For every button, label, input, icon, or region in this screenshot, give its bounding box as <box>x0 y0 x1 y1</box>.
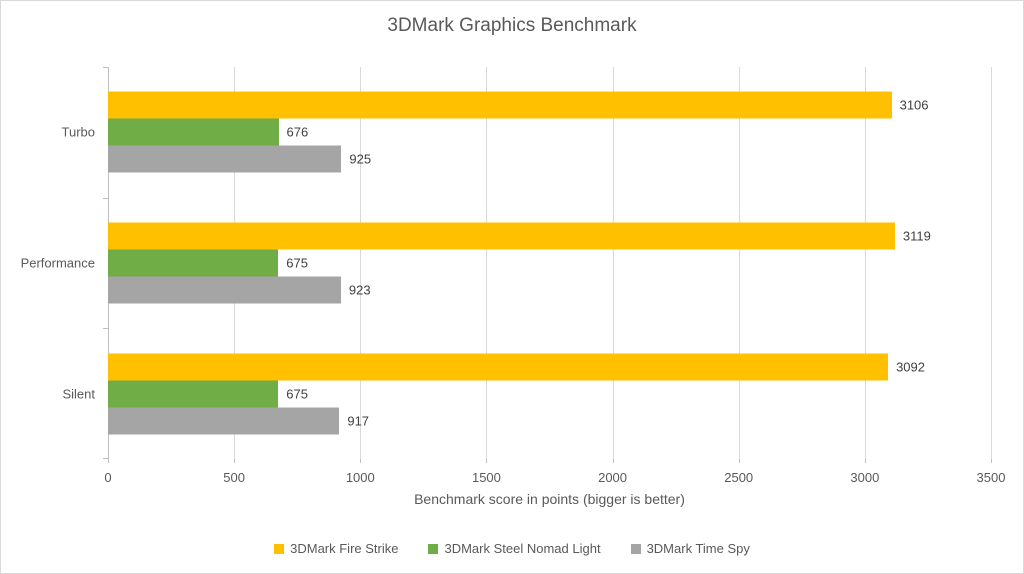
bar-turbo-3dmark-steel-nomad-light <box>108 118 279 146</box>
chart-title: 3DMark Graphics Benchmark <box>387 15 637 36</box>
legend-item-3dmark-time-spy: 3DMark Time Spy <box>630 541 750 556</box>
bar-performance-3dmark-steel-nomad-light <box>108 249 279 277</box>
x-tick-label-2000: 2000 <box>598 470 628 485</box>
x-tick-mark-500 <box>234 459 236 463</box>
category-label-silent: Silent <box>62 386 95 402</box>
gridline-x-2000 <box>612 67 614 459</box>
bar-row: 675 <box>108 249 991 277</box>
bar-performance-3dmark-fire-strike <box>108 222 895 250</box>
bar-row: 923 <box>108 276 991 304</box>
bar-row: 917 <box>108 407 991 435</box>
bar-performance-3dmark-time-spy <box>108 276 341 304</box>
x-tick-label-2500: 2500 <box>724 470 754 485</box>
x-tick-label-0: 0 <box>104 470 112 485</box>
bar-group-performance: 3119 675 923 <box>108 198 991 329</box>
category-label-performance: Performance <box>20 255 95 271</box>
bar-row: 675 <box>108 380 991 408</box>
data-label: 3106 <box>899 97 929 113</box>
x-tick-mark-2500 <box>738 459 740 463</box>
x-tick-label-1000: 1000 <box>345 470 375 485</box>
bar-row: 3106 <box>108 91 991 119</box>
bar-row: 925 <box>108 145 991 173</box>
data-label: 923 <box>348 282 371 298</box>
legend-item-3dmark-fire-strike: 3DMark Fire Strike <box>274 541 398 556</box>
plot-area: 3106 676 925 3119 675 923 3092 675 917 <box>103 67 992 463</box>
bar-turbo-3dmark-fire-strike <box>108 91 892 119</box>
bar-stack: 3106 676 925 <box>108 91 991 173</box>
gridline-x-2500 <box>738 67 740 459</box>
gridline-x-1500 <box>486 67 488 459</box>
x-tick-label-500: 500 <box>223 470 245 485</box>
legend-swatch-icon <box>630 543 641 554</box>
x-axis-tick-labels: 0 500 1000 1500 2000 2500 3000 3500 <box>104 470 1005 488</box>
data-label: 3119 <box>902 228 931 244</box>
legend-swatch-icon <box>428 543 439 554</box>
y-tick-mark-2 <box>103 328 108 330</box>
bar-silent-3dmark-steel-nomad-light <box>108 380 279 408</box>
bar-group-turbo: 3106 676 925 <box>108 67 991 198</box>
x-tick-label-3500: 3500 <box>976 470 1006 485</box>
x-axis-title: Benchmark score in points (bigger is bet… <box>414 491 685 507</box>
gridline-x-3500 <box>991 67 992 459</box>
bar-row: 676 <box>108 118 991 146</box>
gridline-x-1000 <box>360 67 362 459</box>
x-tick-mark-2000 <box>612 459 614 463</box>
data-label: 675 <box>286 255 308 271</box>
x-tick-mark-1500 <box>486 459 488 463</box>
category-label-turbo: Turbo <box>61 124 95 140</box>
bar-stack: 3119 675 923 <box>108 222 991 304</box>
legend-label: 3DMark Fire Strike <box>290 541 399 556</box>
bar-row: 3119 <box>108 222 991 250</box>
legend-label: 3DMark Steel Nomad Light <box>444 541 601 556</box>
x-tick-label-3000: 3000 <box>850 470 880 485</box>
data-label: 917 <box>347 413 370 429</box>
bar-silent-3dmark-time-spy <box>108 407 340 435</box>
data-label: 3092 <box>896 359 925 375</box>
bar-turbo-3dmark-time-spy <box>108 145 342 173</box>
data-label: 925 <box>349 151 372 167</box>
bar-stack: 3092 675 917 <box>108 353 991 435</box>
x-tick-mark-0 <box>108 459 109 463</box>
data-label: 676 <box>286 124 309 140</box>
category-axis-labels: Turbo Performance Silent <box>1 67 95 459</box>
y-tick-mark-3 <box>103 458 108 459</box>
x-tick-label-1500: 1500 <box>471 470 501 485</box>
y-tick-mark-1 <box>103 197 108 199</box>
bar-row: 3092 <box>108 353 991 381</box>
legend-swatch-icon <box>274 543 285 554</box>
x-tick-mark-1000 <box>360 459 362 463</box>
gridline-x-3000 <box>864 67 866 459</box>
y-tick-mark-0 <box>103 67 108 68</box>
bar-silent-3dmark-fire-strike <box>108 353 889 381</box>
bar-group-silent: 3092 675 917 <box>108 328 991 459</box>
data-label: 675 <box>286 386 308 402</box>
x-tick-mark-3500 <box>991 459 992 463</box>
legend-item-3dmark-steel-nomad-light: 3DMark Steel Nomad Light <box>428 541 601 556</box>
x-tick-mark-3000 <box>864 459 866 463</box>
legend: 3DMark Fire Strike 3DMark Steel Nomad Lig… <box>1 541 1023 556</box>
legend-label: 3DMark Time Spy <box>646 541 750 556</box>
